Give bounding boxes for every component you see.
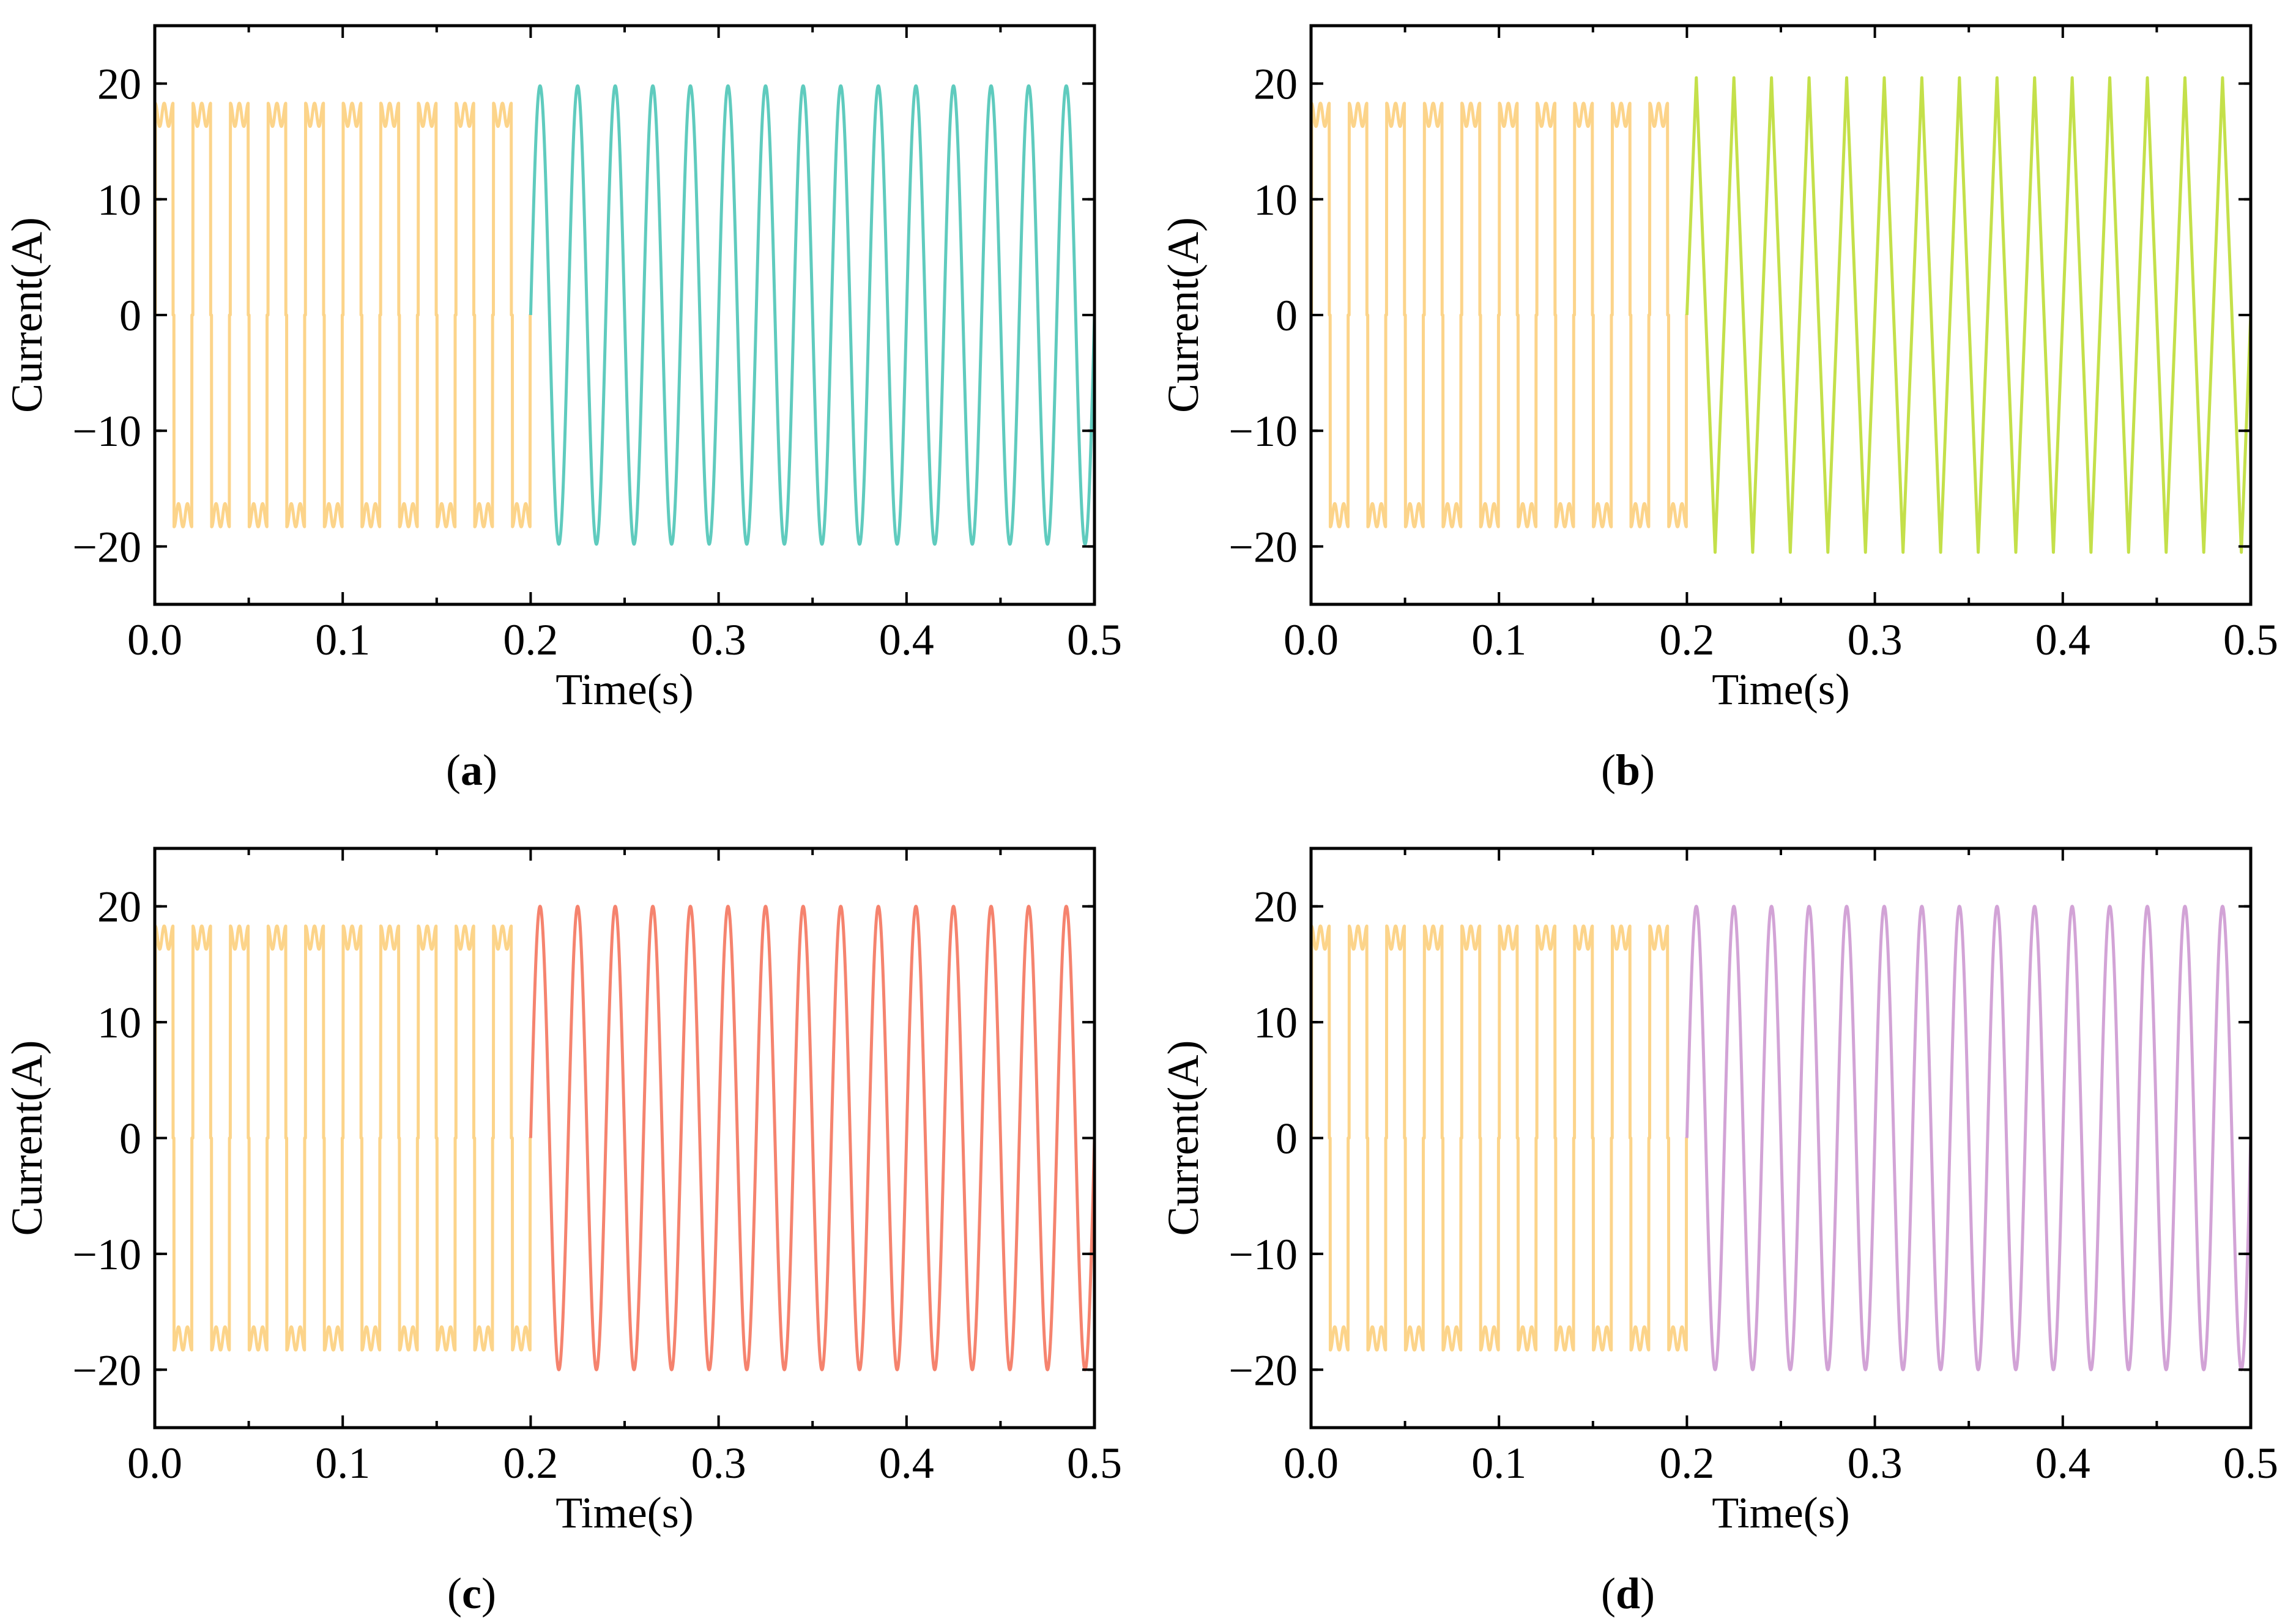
y-tick-label: −10 [72, 407, 141, 456]
x-tick-label: 0.1 [315, 615, 370, 664]
panel-caption: (b) [1601, 746, 1655, 795]
panel-a: 0.0 0.1 0.2 0.3 0.4 0.5 20 10 0 −10 −20 Time(s) Curr… [2, 24, 1122, 795]
series-before-line [1311, 924, 1689, 1352]
x-tick-label: 0.2 [503, 1439, 558, 1488]
panel-caption: (d) [1601, 1569, 1655, 1618]
x-tick-label: 0.4 [2035, 1439, 2090, 1488]
y-tick-label: −10 [72, 1230, 141, 1279]
y-axis-label: Current(A) [2, 217, 51, 413]
series-after-line [1685, 76, 2251, 554]
series-before-line [1311, 102, 1689, 528]
x-tick-label: 0.4 [879, 615, 934, 664]
x-axis-label: Time(s) [1712, 1488, 1849, 1537]
x-tick-label: 0.0 [1284, 1439, 1339, 1488]
y-tick-label: 10 [97, 998, 141, 1047]
x-tick-label: 0.2 [503, 615, 558, 664]
x-tick-label: 0.0 [127, 1439, 182, 1488]
y-axis-label: Current(A) [1159, 1040, 1208, 1236]
y-tick-label: 20 [97, 60, 141, 109]
panel-caption: (c) [447, 1569, 496, 1618]
series-before-line [155, 924, 532, 1352]
x-tick-label: 0.4 [2035, 615, 2090, 664]
x-axis-label: Time(s) [555, 1488, 693, 1537]
y-tick-label: 10 [1254, 176, 1298, 224]
x-tick-label: 0.3 [691, 1439, 746, 1488]
series-after-line [529, 905, 1094, 1371]
x-axis-label: Time(s) [555, 665, 693, 714]
y-tick-label: 0 [1276, 291, 1298, 340]
y-tick-label: 20 [1254, 60, 1298, 109]
y-axis-label: Current(A) [2, 1040, 51, 1236]
x-tick-label: 0.5 [1067, 1439, 1122, 1488]
x-tick-label: 0.5 [1067, 615, 1122, 664]
x-tick-label: 0.3 [691, 615, 746, 664]
y-axis-label: Current(A) [1159, 217, 1208, 413]
x-tick-label: 0.1 [315, 1439, 370, 1488]
series-after-line [1685, 905, 2251, 1371]
x-tick-label: 0.5 [2223, 615, 2278, 664]
y-tick-label: 20 [97, 883, 141, 932]
y-tick-label: 0 [1276, 1114, 1298, 1163]
panel-caption: (a) [446, 746, 497, 795]
panel-c: 0.0 0.1 0.2 0.3 0.4 0.5 20 10 0 −10 −20 Time(s) Curr… [2, 847, 1122, 1618]
x-tick-label: 0.0 [1284, 615, 1339, 664]
y-tick-label: −20 [72, 1346, 141, 1395]
series-before-line [155, 102, 532, 528]
x-tick-label: 0.2 [1659, 1439, 1714, 1488]
x-tick-label: 0.1 [1471, 615, 1526, 664]
panel-b: 0.0 0.1 0.2 0.3 0.4 0.5 20 10 0 −10 −20 Time(s) Curr… [1159, 24, 2278, 795]
x-tick-label: 0.1 [1471, 1439, 1526, 1488]
y-tick-label: −10 [1228, 407, 1298, 456]
series-after-line [529, 84, 1094, 546]
y-tick-label: 10 [97, 176, 141, 224]
x-tick-label: 0.4 [879, 1439, 934, 1488]
x-tick-label: 0.5 [2223, 1439, 2278, 1488]
x-tick-label: 0.0 [127, 615, 182, 664]
y-tick-label: −20 [72, 522, 141, 571]
panel-d: 0.0 0.1 0.2 0.3 0.4 0.5 20 10 0 −10 −20 Time(s) Curr… [1159, 847, 2278, 1618]
y-tick-label: −10 [1228, 1230, 1298, 1279]
x-tick-label: 0.2 [1659, 615, 1714, 664]
y-tick-label: 0 [119, 291, 141, 340]
y-tick-label: 10 [1254, 998, 1298, 1047]
y-tick-label: −20 [1228, 1346, 1298, 1395]
y-tick-label: 0 [119, 1114, 141, 1163]
x-axis-label: Time(s) [1712, 665, 1849, 714]
x-tick-label: 0.3 [1848, 1439, 1903, 1488]
y-tick-label: −20 [1228, 522, 1298, 571]
x-tick-label: 0.3 [1848, 615, 1903, 664]
y-tick-label: 20 [1254, 883, 1298, 932]
